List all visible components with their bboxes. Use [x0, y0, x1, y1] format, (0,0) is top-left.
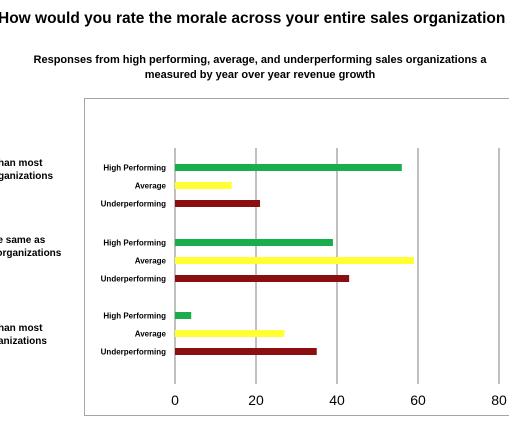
category-label-g1-2: Underperforming	[101, 200, 166, 209]
group-label-1: r than most organizations	[0, 157, 53, 183]
x-tick-label-0: 0	[171, 392, 179, 408]
subtitle-line-2: measured by year over year revenue growt…	[144, 69, 376, 81]
x-tick-label-20: 20	[248, 392, 264, 408]
category-label-g3-1: Average	[135, 330, 167, 339]
group-label-1-line-1: r than most	[0, 158, 43, 169]
x-tick-label-40: 40	[329, 392, 345, 408]
group-label-2: the same as s organizations	[0, 234, 61, 260]
category-label-g2-1: Average	[135, 257, 167, 266]
chart-subtitle: Responses from high performing, average,…	[0, 53, 509, 83]
category-label-g2-2: Underperforming	[101, 275, 166, 284]
bar-g3-average	[175, 330, 285, 337]
group-label-2-line-1: the same as	[0, 235, 46, 246]
bar-g2-average	[175, 257, 414, 264]
group-label-3-line-1: r than most	[0, 323, 43, 334]
plot-area	[84, 98, 509, 416]
bar-g2-high-performing	[175, 239, 333, 246]
category-label-g1-0: High Performing	[103, 164, 166, 173]
chart-title: How would you rate the morale across you…	[0, 10, 506, 27]
bar-g3-underperforming	[175, 348, 317, 355]
category-label-g3-0: High Performing	[103, 312, 166, 321]
group-label-2-line-2: s organizations	[0, 248, 62, 259]
x-tick-label-80: 80	[491, 392, 507, 408]
group-label-3: r than most rganizations	[0, 322, 47, 348]
category-label-g3-2: Underperforming	[101, 348, 166, 357]
subtitle-line-1: Responses from high performing, average,…	[33, 54, 487, 66]
group-label-1-line-2: organizations	[0, 171, 54, 182]
x-tick-label-60: 60	[410, 392, 426, 408]
bar-g1-underperforming	[175, 200, 261, 207]
category-label-g2-0: High Performing	[103, 239, 166, 248]
bar-g2-underperforming	[175, 275, 350, 282]
category-label-g1-1: Average	[135, 182, 167, 191]
bar-g3-high-performing	[175, 312, 192, 319]
bar-g1-high-performing	[175, 164, 402, 171]
bar-g1-average	[175, 182, 232, 189]
group-label-3-line-2: rganizations	[0, 336, 47, 347]
